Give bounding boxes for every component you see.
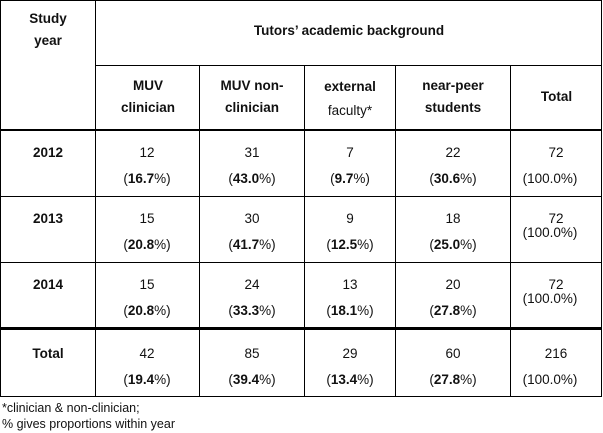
border-left bbox=[0, 0, 1, 397]
year-label: 2014 bbox=[32, 277, 64, 292]
col-divider bbox=[395, 66, 396, 397]
cell-count: 18 bbox=[445, 211, 461, 226]
cell-percentage: (16.7%) bbox=[123, 171, 171, 186]
cell-percentage: (43.0%) bbox=[228, 171, 276, 186]
cell-percentage: (41.7%) bbox=[228, 237, 276, 252]
cell-percentage-value: 43.0 bbox=[232, 171, 260, 186]
cell-percentage: (13.4%) bbox=[326, 372, 374, 387]
col-divider bbox=[304, 66, 305, 397]
col-header-total: Total bbox=[540, 89, 573, 104]
cell-count: 7 bbox=[346, 145, 354, 160]
cell-percentage: (25.0%) bbox=[429, 237, 477, 252]
cell-percentage-value: 27.8 bbox=[433, 372, 461, 387]
cell-count: 30 bbox=[244, 211, 260, 226]
col-header-muv-clinician: MUV clinician bbox=[120, 78, 176, 115]
cell-count: 29 bbox=[342, 346, 358, 361]
year-label: 2013 bbox=[32, 211, 64, 226]
cell-percentage: (20.8%) bbox=[123, 303, 171, 318]
cell-count: 60 bbox=[445, 346, 461, 361]
study-year-line1: Study bbox=[29, 11, 67, 26]
col-divider bbox=[199, 66, 200, 397]
cell-percentage: (33.3%) bbox=[228, 303, 276, 318]
cell-percentage-value: 30.6 bbox=[433, 171, 461, 186]
cell-percentage-value: 100.0 bbox=[527, 171, 561, 186]
border-right bbox=[601, 0, 602, 397]
cell-percentage-value: 100.0 bbox=[527, 291, 561, 306]
cell-percentage-value: 18.1 bbox=[330, 303, 358, 318]
cell-percentage-value: 41.7 bbox=[232, 237, 260, 252]
cell-percentage-value: 9.7 bbox=[334, 171, 354, 186]
col-header-external-faculty: external faculty* bbox=[324, 79, 376, 118]
cell-count: 72 bbox=[548, 211, 564, 226]
year-label: 2012 bbox=[32, 145, 64, 160]
cell-count: 13 bbox=[342, 277, 358, 292]
cell-percentage: (20.8%) bbox=[123, 237, 171, 252]
cell-count: 72 bbox=[548, 145, 564, 160]
cell-count: 22 bbox=[445, 145, 461, 160]
cell-count: 24 bbox=[244, 277, 260, 292]
col-divider bbox=[95, 0, 96, 397]
cell-percentage: (12.5%) bbox=[326, 237, 374, 252]
col-divider bbox=[510, 66, 511, 397]
cell-percentage-value: 13.4 bbox=[330, 372, 358, 387]
cell-percentage: (39.4%) bbox=[228, 372, 276, 387]
border-bottom bbox=[0, 396, 602, 397]
cell-count: 20 bbox=[445, 277, 461, 292]
cell-count: 15 bbox=[139, 211, 155, 226]
cell-percentage-value: 20.8 bbox=[127, 303, 155, 318]
total-divider bbox=[0, 327, 602, 330]
cell-percentage-value: 39.4 bbox=[232, 372, 260, 387]
tutors-background-header: Tutors’ academic background bbox=[253, 23, 445, 38]
cell-count: 216 bbox=[544, 346, 568, 361]
cell-percentage: (100.0%) bbox=[522, 372, 578, 387]
cell-percentage: (100.0%) bbox=[522, 291, 578, 306]
cell-percentage-value: 27.8 bbox=[433, 303, 461, 318]
cell-count: 15 bbox=[139, 277, 155, 292]
cell-count: 42 bbox=[139, 346, 155, 361]
col-header-muv-non-clinician: MUV non- clinician bbox=[220, 78, 284, 115]
cell-percentage: (100.0%) bbox=[522, 171, 578, 186]
cell-percentage: (100.0%) bbox=[522, 225, 578, 240]
cell-percentage: (18.1%) bbox=[326, 303, 374, 318]
cell-percentage-value: 100.0 bbox=[527, 372, 561, 387]
cell-percentage-value: 19.4 bbox=[127, 372, 155, 387]
cell-percentage: (27.8%) bbox=[429, 372, 477, 387]
header-bottom bbox=[0, 129, 602, 131]
cell-percentage: (27.8%) bbox=[429, 303, 477, 318]
footnote-line1: *clinician & non-clinician; bbox=[2, 401, 140, 415]
border-top bbox=[0, 0, 602, 1]
cell-percentage-value: 12.5 bbox=[330, 237, 358, 252]
total-row-label: Total bbox=[32, 346, 64, 361]
row-divider bbox=[0, 262, 602, 263]
cell-percentage-value: 16.7 bbox=[127, 171, 155, 186]
cell-count: 85 bbox=[244, 346, 260, 361]
cell-percentage-value: 20.8 bbox=[127, 237, 155, 252]
cell-percentage-value: 100.0 bbox=[527, 225, 561, 240]
footnote-line2: % gives proportions within year bbox=[2, 417, 175, 431]
cell-percentage-value: 33.3 bbox=[232, 303, 260, 318]
row-divider bbox=[0, 196, 602, 197]
cell-percentage: (9.7%) bbox=[330, 171, 370, 186]
cell-count: 72 bbox=[548, 277, 564, 292]
cell-percentage: (19.4%) bbox=[123, 372, 171, 387]
cell-percentage: (30.6%) bbox=[429, 171, 477, 186]
cell-count: 31 bbox=[244, 145, 260, 160]
col-header-near-peer-students: near-peer students bbox=[422, 78, 484, 115]
cell-percentage-value: 25.0 bbox=[433, 237, 461, 252]
cell-count: 9 bbox=[346, 211, 354, 226]
study-year-header: Study year bbox=[0, 8, 96, 52]
study-year-line2: year bbox=[34, 33, 62, 48]
header-divider bbox=[96, 65, 602, 66]
cell-count: 12 bbox=[139, 145, 155, 160]
